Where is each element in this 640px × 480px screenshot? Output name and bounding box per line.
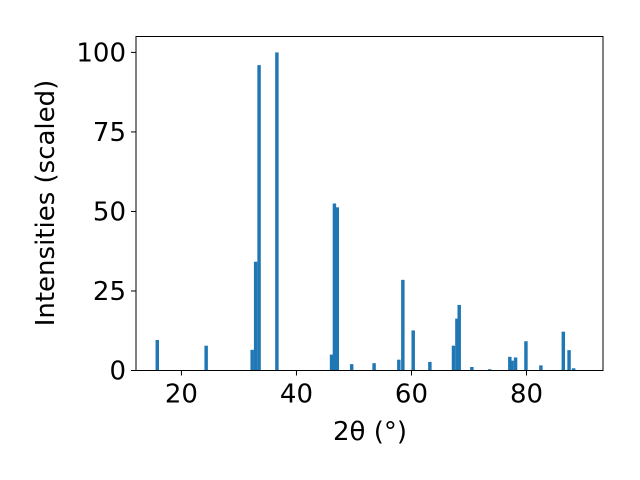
bar <box>250 349 254 371</box>
bars-group <box>155 52 576 371</box>
x-tick-label: 60 <box>395 380 428 410</box>
bar <box>335 207 340 371</box>
bar <box>455 318 459 371</box>
bar <box>204 345 208 371</box>
y-tick-label: 75 <box>93 118 126 148</box>
bar <box>428 361 432 371</box>
y-tick-label: 50 <box>93 197 126 227</box>
x-ticks-group: 20 40 60 80 <box>165 370 543 410</box>
y-axis-label: Intensities (scaled) <box>31 80 61 327</box>
bar <box>470 367 474 371</box>
x-tick-label: 80 <box>510 380 543 410</box>
bar <box>411 330 415 371</box>
bar <box>275 52 279 371</box>
bar <box>451 345 456 371</box>
bar <box>508 356 512 371</box>
bar <box>349 364 354 371</box>
bar <box>510 360 514 371</box>
x-axis-label: 2θ (°) <box>333 417 407 447</box>
bar <box>397 359 401 371</box>
y-tick-label: 25 <box>93 277 126 307</box>
bar <box>567 350 571 371</box>
bar <box>513 357 518 371</box>
y-tick-label: 0 <box>109 357 126 387</box>
bar <box>257 65 261 371</box>
bar <box>571 368 576 371</box>
x-tick-label: 20 <box>165 380 198 410</box>
bar <box>332 203 337 371</box>
bar <box>329 354 334 371</box>
x-tick-label: 40 <box>280 380 313 410</box>
bar <box>487 369 492 371</box>
plot-frame <box>135 36 604 371</box>
bar <box>539 365 543 371</box>
bar <box>524 341 528 371</box>
bar <box>457 304 461 371</box>
y-ticks-group: 0 25 50 75 100 <box>76 38 136 387</box>
bar <box>561 331 566 371</box>
bar <box>401 279 405 371</box>
bar <box>253 261 258 371</box>
bar <box>155 339 159 371</box>
bar <box>372 363 376 371</box>
y-tick-label: 100 <box>76 38 126 68</box>
